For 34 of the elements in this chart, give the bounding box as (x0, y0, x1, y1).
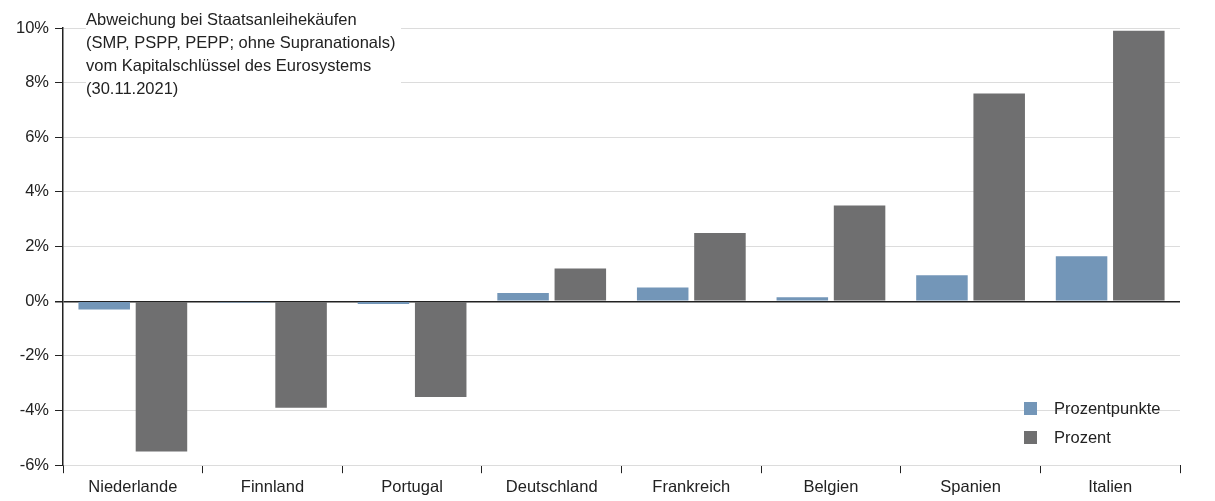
y-tick-label: 0% (25, 290, 50, 309)
bar (497, 293, 549, 301)
y-tick-label: 4% (25, 181, 50, 200)
x-tick-label: Frankreich (652, 476, 731, 495)
y-tick-label: -2% (19, 345, 50, 364)
bar (694, 232, 746, 301)
y-tick-label: 6% (25, 126, 50, 145)
y-tick-label: 8% (25, 72, 50, 91)
bar (414, 302, 467, 397)
legend-label: Prozentpunkte (1054, 399, 1161, 419)
bar (135, 302, 188, 452)
x-tick-label: Portugal (381, 476, 443, 495)
x-tick-label: Niederlande (88, 476, 178, 495)
y-tick-label: 2% (25, 236, 50, 255)
bar (916, 275, 968, 301)
x-tick-label: Deutschland (505, 476, 598, 495)
y-tick-label: 10% (15, 17, 50, 36)
bar (1113, 30, 1165, 301)
bar (275, 302, 327, 408)
bar (973, 93, 1025, 301)
text: Abweichung bei Staatsanleihekäufen (SMP, PSPP, PEPP; ohne Supranationals) vom Kapitalschlüssel des Eurosystems (30.11.2021) (86, 8, 402, 100)
x-tick-label: Spanien (940, 476, 1001, 495)
y-tick-label: -4% (19, 400, 50, 419)
bar (636, 287, 689, 301)
x-tick-label: Finnland (240, 476, 305, 495)
bar (1055, 256, 1108, 301)
bar (554, 268, 607, 301)
y-tick-label: -6% (19, 454, 50, 473)
bar (833, 205, 886, 301)
x-tick-label: Italien (1088, 476, 1133, 495)
bar (78, 302, 130, 310)
x-tick-label: Belgien (803, 476, 859, 495)
legend-label: Prozent (1054, 428, 1111, 448)
bar (776, 297, 829, 301)
